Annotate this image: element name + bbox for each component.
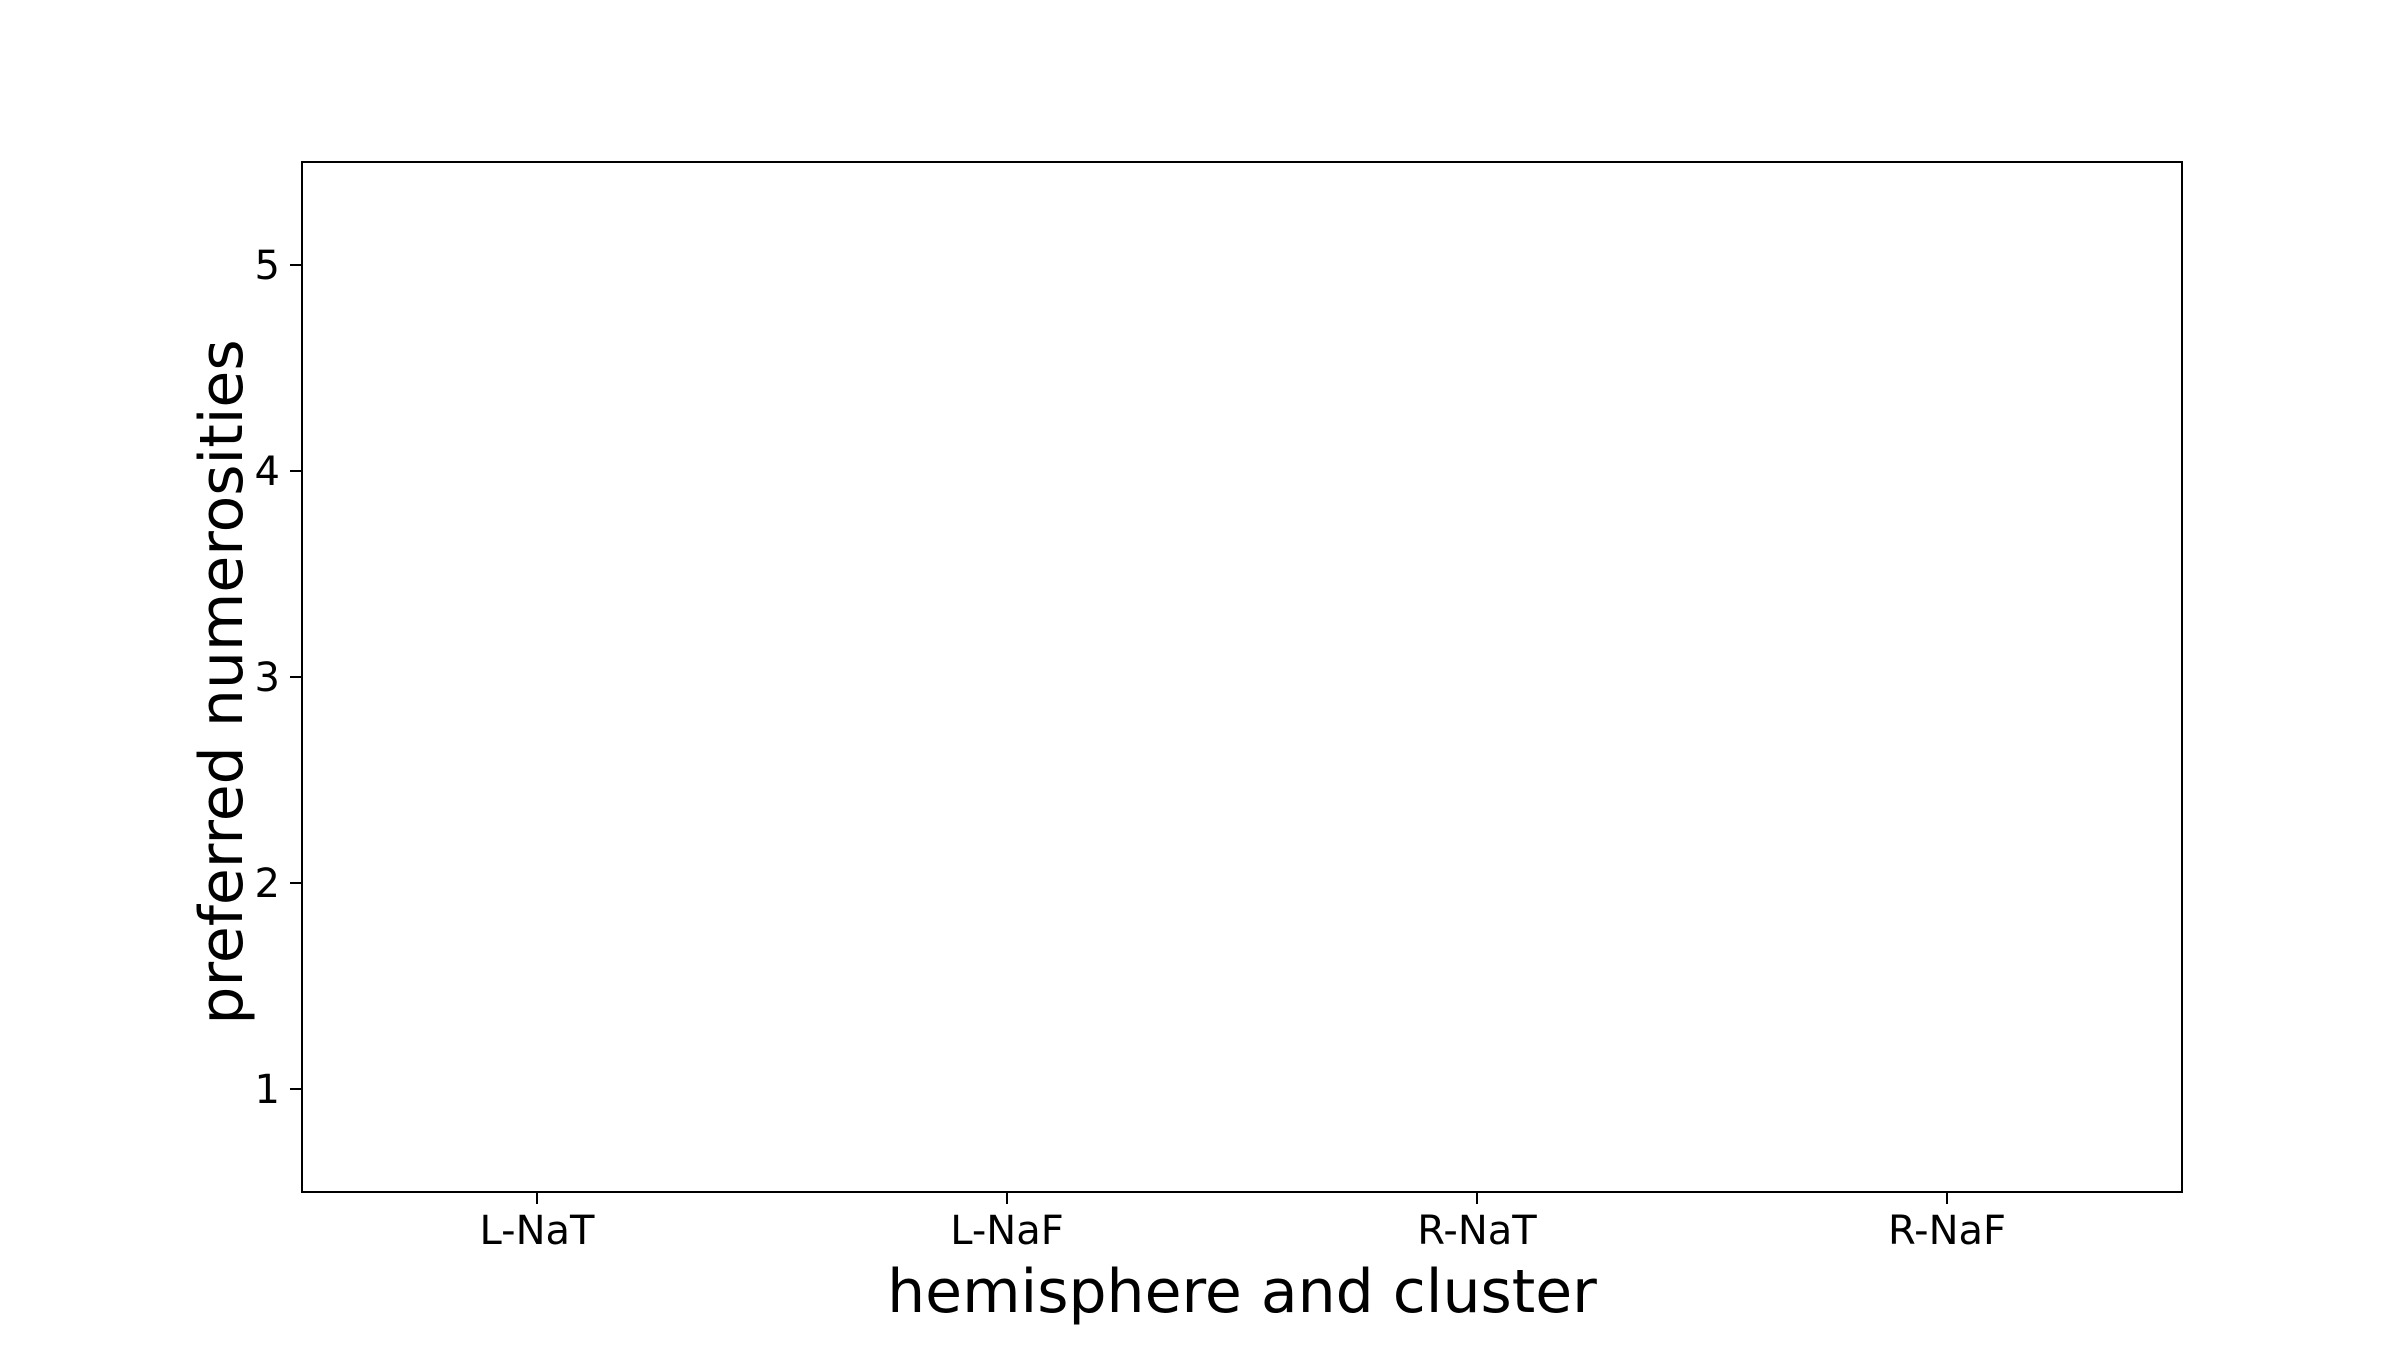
y-axis: 1 2 3 4 5: [255, 243, 302, 1113]
y-tick-label: 4: [255, 449, 280, 495]
x-tick-label: R-NaT: [1417, 1208, 1537, 1254]
y-tick-label: 1: [255, 1067, 280, 1113]
y-tick-label: 3: [255, 655, 280, 701]
y-tick-label: 2: [255, 861, 280, 907]
y-axis-label: preferred numerosities: [187, 339, 257, 1024]
x-tick-label: L-NaT: [480, 1208, 595, 1254]
y-tick-label: 5: [255, 243, 280, 289]
x-tick-label: L-NaF: [950, 1208, 1063, 1254]
x-axis: L-NaT L-NaF R-NaT R-NaF: [480, 1192, 2006, 1254]
x-axis-label: hemisphere and cluster: [887, 1257, 1597, 1327]
x-tick-label: R-NaF: [1888, 1208, 2006, 1254]
